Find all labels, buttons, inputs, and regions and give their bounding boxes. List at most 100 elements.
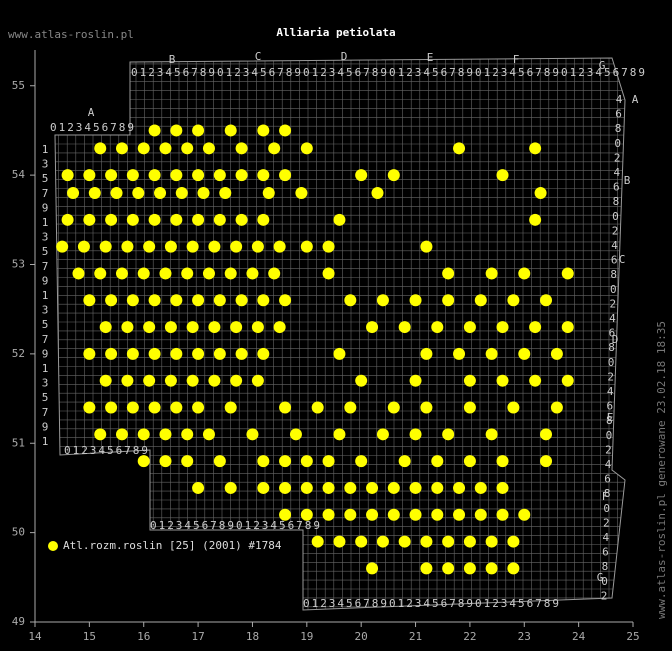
occurrence-dot (442, 267, 455, 280)
occurrence-dot (257, 294, 270, 307)
grid-digits: 0123456789 (236, 519, 320, 532)
occurrence-dot (529, 142, 542, 155)
occurrence-dot (322, 455, 335, 468)
occurrence-dot (94, 142, 107, 155)
occurrence-dot (148, 401, 161, 414)
occurrence-dot (126, 169, 139, 182)
y-tick-label: 51 (12, 436, 25, 449)
occurrence-dot (246, 267, 259, 280)
occurrence-dot (99, 240, 112, 253)
grid-digit: 6 (602, 546, 609, 559)
grid-letter: G (599, 59, 606, 72)
occurrence-dot (507, 562, 520, 575)
occurrence-dot (344, 508, 357, 521)
occurrence-dot (279, 481, 292, 494)
occurrence-dot (420, 535, 433, 548)
occurrence-dot (496, 481, 509, 494)
grid-digit: 3 (42, 231, 49, 244)
occurrence-dot (148, 169, 161, 182)
occurrence-dot (496, 169, 509, 182)
grid-digit: 1 (42, 435, 49, 448)
occurrence-dot (246, 428, 259, 441)
grid-digits: 0123456789 (475, 597, 559, 610)
occurrence-dot (126, 401, 139, 414)
occurrence-dot (453, 481, 466, 494)
occurrence-dot (453, 347, 466, 360)
occurrence-dot (235, 142, 248, 155)
grid-digits: 0123456789 (475, 66, 559, 79)
occurrence-dot (550, 347, 563, 360)
occurrence-dot (355, 535, 368, 548)
occurrence-dot (496, 374, 509, 387)
x-tick-label: 22 (463, 630, 476, 643)
occurrence-dot (192, 401, 205, 414)
occurrence-dot (463, 321, 476, 334)
occurrence-dot (137, 455, 150, 468)
grid-digits: 0123456789 (64, 444, 148, 457)
occurrence-dot (387, 401, 400, 414)
occurrence-dot (398, 455, 411, 468)
occurrence-dot (311, 401, 324, 414)
grid-digits: 0123456789 (150, 519, 234, 532)
occurrence-dot (355, 374, 368, 387)
occurrence-dot (561, 374, 574, 387)
occurrence-dot (529, 374, 542, 387)
occurrence-dot (496, 508, 509, 521)
occurrence-dot (143, 240, 156, 253)
grid-digit: 4 (616, 93, 623, 106)
occurrence-dot (376, 294, 389, 307)
occurrence-dot (485, 267, 498, 280)
grid-digit: 3 (42, 377, 49, 390)
occurrence-dot (181, 142, 194, 155)
occurrence-dot (170, 124, 183, 137)
grid-digit: 1 (42, 216, 49, 229)
occurrence-dot (235, 169, 248, 182)
site-label: www.atlas-roslin.pl (8, 28, 134, 41)
occurrence-dot (311, 535, 324, 548)
occurrence-dot (273, 240, 286, 253)
occurrence-dot (224, 481, 237, 494)
occurrence-dot (561, 321, 574, 334)
occurrence-dot (154, 187, 167, 199)
occurrence-dot (420, 347, 433, 360)
occurrence-dot (219, 187, 232, 199)
grid-digit: 6 (613, 181, 620, 194)
occurrence-dot (105, 169, 118, 182)
y-tick-label: 55 (12, 79, 25, 92)
y-tick-label: 53 (12, 258, 25, 271)
footer-note: www.atlas-roslin.pl generowane 23.02.18 … (655, 321, 668, 619)
occurrence-dot (534, 187, 547, 199)
occurrence-dot (366, 562, 379, 575)
occurrence-dot (398, 535, 411, 548)
occurrence-dot (56, 240, 69, 253)
y-tick-label: 49 (12, 615, 25, 628)
occurrence-dot (376, 535, 389, 548)
grid-digits: 0123456789 (389, 597, 473, 610)
grid-digit: 5 (42, 318, 49, 331)
occurrence-dot (355, 169, 368, 182)
occurrence-dot (485, 535, 498, 548)
occurrence-dot (344, 401, 357, 414)
occurrence-dot (409, 481, 422, 494)
grid-digit: 0 (610, 283, 617, 296)
occurrence-dot (170, 294, 183, 307)
occurrence-dot (164, 321, 177, 334)
occurrence-dot (186, 321, 199, 334)
occurrence-dot (561, 267, 574, 280)
occurrence-dot (300, 508, 313, 521)
x-tick-label: 25 (626, 630, 639, 643)
occurrence-dot (344, 294, 357, 307)
grid-digit: 0 (606, 429, 613, 442)
occurrence-dot (181, 428, 194, 441)
grid-digit: 4 (609, 312, 616, 325)
occurrence-dot (170, 169, 183, 182)
occurrence-dot (170, 401, 183, 414)
x-tick-label: 15 (83, 630, 96, 643)
grid-digit: 2 (605, 443, 612, 456)
grid-digit: 7 (42, 333, 49, 346)
occurrence-dot (115, 428, 128, 441)
occurrence-dot (192, 294, 205, 307)
occurrence-dot (262, 187, 275, 199)
occurrence-dot (137, 428, 150, 441)
occurrence-dot (143, 374, 156, 387)
